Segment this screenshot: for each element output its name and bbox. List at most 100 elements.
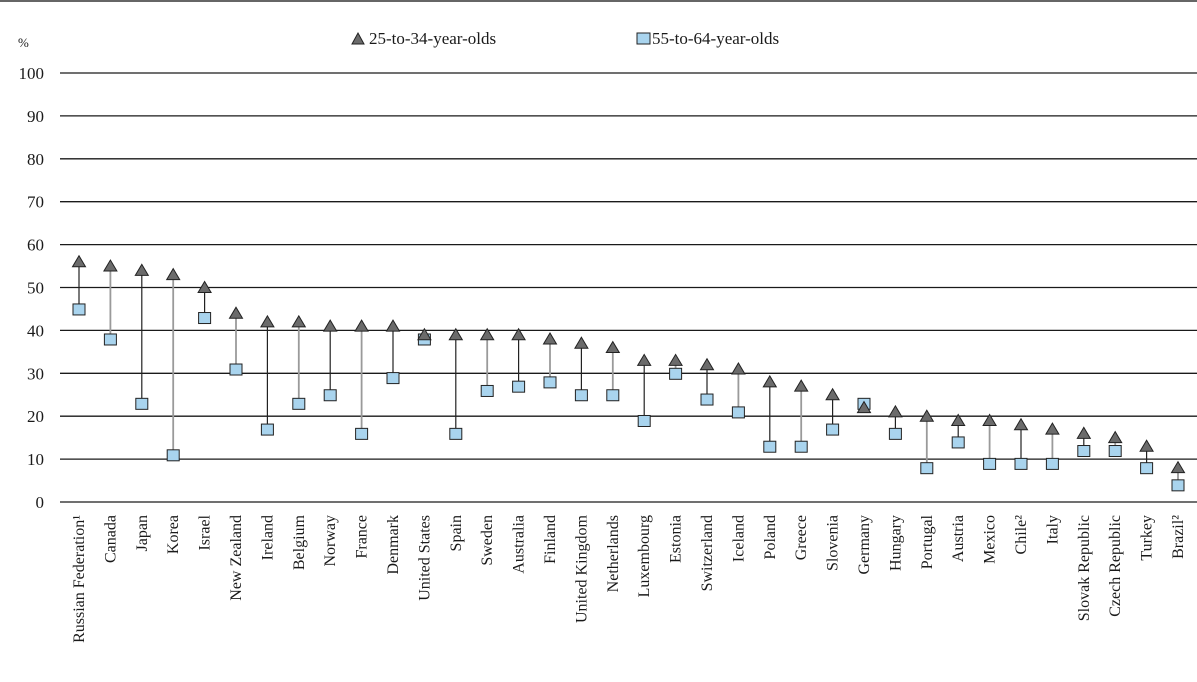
- point-25-34: [856, 400, 872, 414]
- x-category-label: Portugal: [919, 514, 936, 569]
- x-category-label: Australia: [511, 515, 528, 574]
- x-category-label: Sweden: [479, 515, 496, 566]
- point-55-64: [574, 389, 588, 402]
- point-55-64: [637, 414, 651, 427]
- point-25-34: [165, 267, 181, 281]
- point-55-64: [229, 363, 243, 376]
- legend-square-marker: [636, 32, 651, 45]
- point-25-34: [1107, 430, 1123, 444]
- point-25-34: [731, 362, 746, 375]
- y-tick-label-20: 20: [27, 407, 44, 426]
- point-25-34: [1013, 417, 1029, 431]
- point-55-64: [794, 440, 808, 453]
- point-25-34: [417, 327, 432, 341]
- x-category-label: Turkey: [1139, 515, 1156, 561]
- x-category-label: Belgium: [291, 514, 308, 570]
- point-25-34: [228, 306, 244, 319]
- x-category-label: Ireland: [259, 515, 276, 560]
- y-tick-label-40: 40: [27, 321, 44, 340]
- point-55-64: [700, 393, 714, 406]
- legend-label-25-34: 25-to-34-year-olds: [369, 29, 496, 48]
- point-55-64: [951, 436, 965, 449]
- point-25-34: [668, 353, 683, 366]
- point-25-34: [354, 319, 369, 332]
- point-55-64: [888, 427, 902, 440]
- point-55-64: [323, 389, 337, 402]
- point-25-34: [1139, 439, 1154, 452]
- point-25-34: [919, 409, 935, 422]
- point-55-64: [1140, 462, 1154, 475]
- series-25-34-markers: [71, 254, 1186, 474]
- point-25-34: [134, 263, 150, 276]
- y-tick-label-90: 90: [27, 107, 44, 126]
- point-25-34: [574, 336, 589, 349]
- point-55-64: [449, 427, 463, 440]
- y-tick-label-100: 100: [19, 64, 45, 83]
- point-55-64: [1045, 457, 1059, 470]
- x-category-label: Germany: [856, 515, 873, 575]
- point-55-64: [1014, 457, 1028, 470]
- x-category-label: United Kingdom: [573, 514, 590, 623]
- x-category-label: Netherlands: [605, 515, 622, 592]
- point-55-64: [826, 423, 840, 436]
- x-category-label: Spain: [448, 515, 465, 551]
- point-25-34: [793, 379, 809, 392]
- legend-label-55-64: 55-to-64-year-olds: [652, 29, 779, 48]
- x-category-label: Japan: [134, 515, 151, 551]
- point-25-34: [385, 319, 401, 332]
- x-category-label: Chile²: [1013, 515, 1030, 555]
- y-tick-label-70: 70: [27, 193, 44, 212]
- x-category-label: Hungary: [887, 515, 904, 571]
- x-category-label: Greece: [793, 515, 810, 560]
- point-25-34: [762, 374, 778, 388]
- point-55-64: [512, 380, 526, 393]
- point-25-34: [479, 327, 495, 341]
- point-55-64: [1171, 479, 1185, 492]
- x-axis-category-labels: Russian Federation¹ Canada Japan Korea Israe…: [71, 514, 1187, 642]
- x-category-label: Korea: [165, 515, 182, 554]
- point-55-64: [606, 389, 620, 402]
- gridlines: [60, 72, 1197, 503]
- point-55-64: [260, 423, 274, 436]
- series-55-64-markers: [72, 303, 1185, 492]
- point-25-34: [448, 327, 464, 341]
- point-55-64: [763, 440, 777, 453]
- point-25-34: [950, 413, 966, 426]
- point-55-64: [386, 372, 400, 385]
- x-category-label: United States: [416, 515, 433, 601]
- y-tick-label-30: 30: [27, 364, 44, 383]
- point-25-34: [825, 387, 840, 401]
- point-25-34: [982, 413, 997, 426]
- x-category-label: France: [354, 515, 371, 559]
- x-category-label: Brazil²: [1170, 515, 1187, 559]
- x-category-label: Slovak Republic: [1076, 515, 1093, 621]
- x-category-label: Poland: [762, 515, 779, 559]
- y-tick-label-60: 60: [27, 236, 44, 255]
- point-55-64: [543, 376, 557, 389]
- point-25-34: [699, 357, 715, 371]
- y-tick-label-50: 50: [27, 279, 44, 298]
- point-25-34: [1170, 460, 1186, 474]
- x-category-label: Iceland: [730, 515, 747, 562]
- x-category-label: Switzerland: [699, 515, 716, 591]
- x-category-label: Mexico: [982, 515, 999, 564]
- point-55-64: [731, 406, 745, 419]
- point-25-34: [605, 340, 621, 354]
- legend: 25-to-34-year-olds 55-to-64-year-olds: [351, 29, 779, 48]
- y-tick-label-10: 10: [27, 450, 44, 469]
- point-25-34: [71, 254, 87, 268]
- connector-lines: [78, 265, 1179, 485]
- x-category-label: Russian Federation¹: [71, 515, 88, 643]
- point-55-64: [103, 333, 117, 346]
- point-55-64: [983, 457, 997, 470]
- point-55-64: [355, 427, 369, 440]
- point-55-64: [72, 303, 86, 316]
- point-25-34: [291, 314, 307, 328]
- x-category-label: Finland: [542, 515, 559, 564]
- x-category-label: Austria: [950, 515, 967, 562]
- legend-triangle-marker: [351, 31, 365, 45]
- point-25-34: [888, 404, 903, 418]
- x-category-label: Denmark: [385, 515, 402, 575]
- point-25-34: [542, 331, 558, 345]
